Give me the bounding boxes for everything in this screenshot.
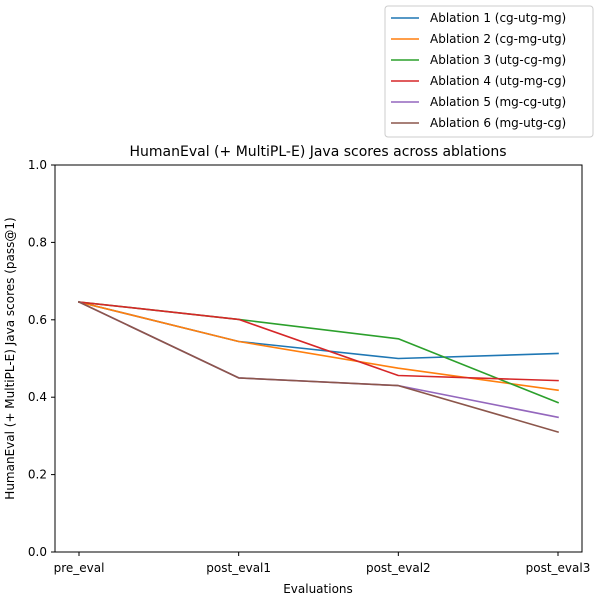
x-tick-label: pre_eval bbox=[54, 561, 105, 575]
legend-label: Ablation 3 (utg-cg-mg) bbox=[430, 53, 566, 67]
y-tick-label: 0.4 bbox=[28, 390, 47, 404]
x-tick-label: post_eval1 bbox=[206, 561, 271, 575]
legend-label: Ablation 4 (utg-mg-cg) bbox=[430, 74, 566, 88]
y-tick-label: 0.0 bbox=[28, 545, 47, 559]
x-axis: pre_eval post_eval1 post_eval2 post_eval3 bbox=[54, 552, 591, 575]
plot-area bbox=[54, 164, 583, 553]
y-tick-label: 0.6 bbox=[28, 313, 47, 327]
series-layer bbox=[77, 300, 560, 433]
x-axis-label: Evaluations bbox=[283, 582, 353, 596]
series-line-ablation-2 bbox=[78, 301, 559, 392]
x-tick-label: post_eval2 bbox=[366, 561, 431, 575]
series-line-ablation-4 bbox=[78, 301, 559, 382]
y-tick-label: 0.2 bbox=[28, 468, 47, 482]
legend-label: Ablation 6 (mg-utg-cg) bbox=[430, 116, 566, 130]
legend: Ablation 1 (cg-utg-mg) Ablation 2 (cg-mg-… bbox=[384, 5, 594, 138]
x-tick-label: post_eval3 bbox=[526, 561, 591, 575]
y-tick-label: 0.8 bbox=[28, 235, 47, 249]
legend-label: Ablation 2 (cg-mg-utg) bbox=[430, 32, 566, 46]
chart-title: HumanEval (+ MultiPL-E) Java scores acro… bbox=[130, 144, 507, 160]
y-axis: 0.0 0.2 0.4 0.6 0.8 1.0 bbox=[28, 158, 55, 559]
legend-label: Ablation 5 (mg-cg-utg) bbox=[430, 95, 566, 109]
y-axis-label: HumanEval (+ MultiPL-E) Java scores (pas… bbox=[3, 217, 17, 499]
legend-label: Ablation 1 (cg-utg-mg) bbox=[430, 11, 566, 25]
y-tick-label: 1.0 bbox=[28, 158, 47, 172]
legend-frame bbox=[384, 5, 594, 138]
series-line-ablation-6 bbox=[77, 300, 559, 433]
